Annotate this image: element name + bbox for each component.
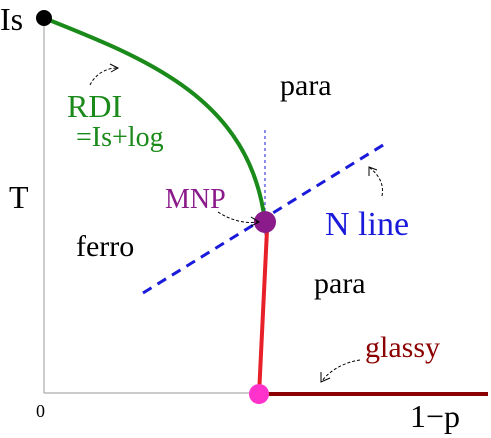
is-label: Is xyxy=(0,1,23,37)
is-point xyxy=(36,10,52,26)
ferro-label: ferro xyxy=(76,230,134,263)
n-line-arrow xyxy=(368,166,383,197)
para-lower-label: para xyxy=(314,267,366,300)
rdi-label: RDI xyxy=(67,88,122,124)
mnp-arrow xyxy=(217,211,261,227)
para-upper-label: para xyxy=(280,69,332,102)
glassy-label: glassy xyxy=(365,331,440,364)
t-axis-label: T xyxy=(9,179,29,215)
n-line-label: N line xyxy=(325,206,409,243)
x-axis-label: 1−p xyxy=(410,398,460,434)
rdi-curve xyxy=(43,16,267,223)
rdi-arrow xyxy=(89,63,120,86)
origin-label: 0 xyxy=(36,401,45,421)
rdi-sub-label: =Is+log xyxy=(76,122,164,153)
glassy-arrow xyxy=(320,359,361,383)
bottom-critical-point xyxy=(249,384,269,404)
mnp-point xyxy=(254,211,276,233)
ferro-para-boundary xyxy=(257,221,270,396)
mnp-label: MNP xyxy=(165,184,226,215)
